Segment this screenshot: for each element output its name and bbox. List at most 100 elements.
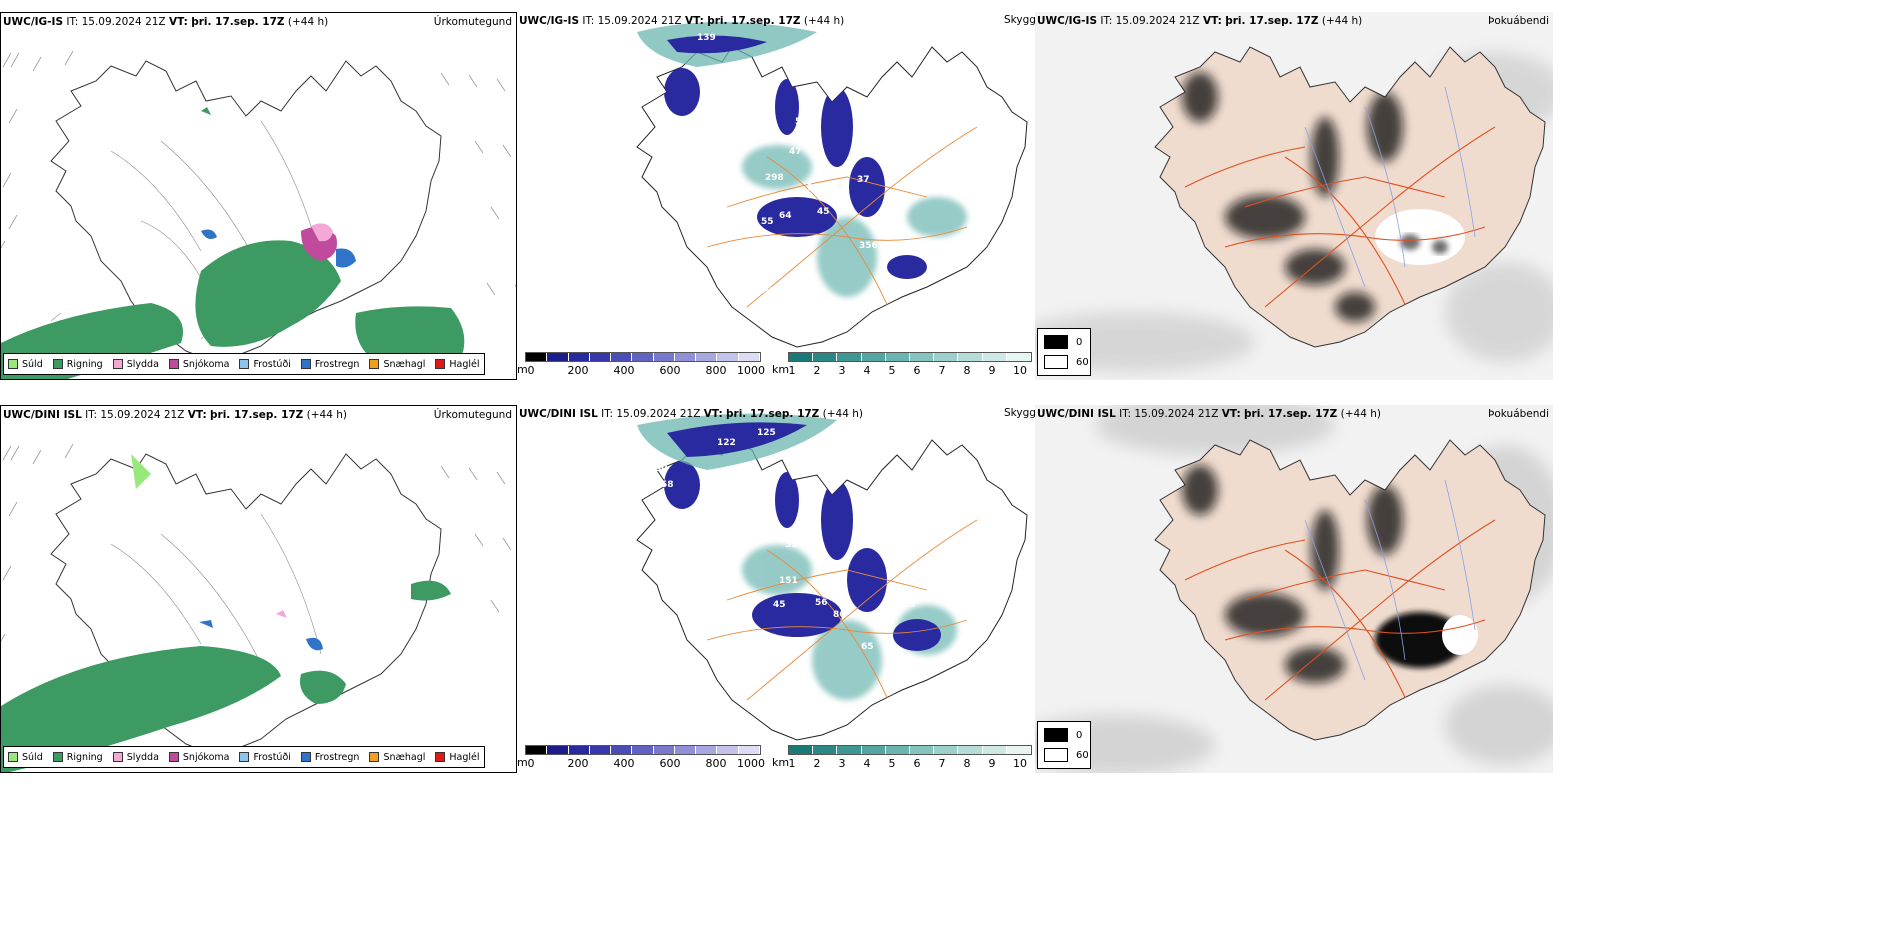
legend-item: Frostúði: [239, 359, 291, 370]
legend-item: Snjókoma: [168, 359, 229, 370]
height-unit: m: [517, 363, 528, 376]
precip-legend: Súld Rigning Slydda Snjókoma Frostúði Fr…: [3, 746, 485, 768]
visibility-scale: km 1 2 3 4 5 6 7 8 9 10: [772, 352, 1034, 377]
top-visibility-label: 54: [635, 63, 648, 73]
precip-areas: [195, 107, 356, 347]
legend-item: Frostregn: [300, 752, 359, 763]
visibility-scale: km 1 2 3 4 5 6 7 8 9 10: [772, 745, 1034, 770]
top-visibility-label: 54: [742, 207, 755, 217]
cloud-legend: 0 60: [1037, 328, 1091, 376]
vt-value: þri. 17.sep. 17Z: [726, 408, 820, 420]
fog-panel-bottom: UWC/DINI ISL IT: 15.09.2024 21Z VT: þri.…: [1035, 405, 1553, 773]
bottom-visibility-label: 302: [747, 674, 766, 684]
legend-item: Rigning: [52, 752, 103, 763]
bottom-visibility-label: 125: [757, 428, 776, 438]
bottom-visibility-label: 65: [861, 642, 874, 652]
legend-swatch: [168, 752, 179, 762]
model-name: UWC/IG-IS: [3, 16, 64, 28]
bottom-visibility-label: 45: [773, 600, 786, 610]
bottom-visibility-label: 122: [717, 438, 736, 448]
bottom-visibility-label: 69: [903, 600, 916, 610]
bottom-visibility-label: 58: [661, 480, 674, 490]
bottom-visibility-label: 50: [655, 464, 668, 474]
height-unit: m: [517, 756, 528, 769]
legend-swatch: [52, 359, 63, 369]
bottom-visibility-label: 56: [815, 598, 828, 608]
cloud-legend: 0 60: [1037, 721, 1091, 769]
precip-type-map-bottom: [1, 443, 512, 772]
bottom-visibility-label: 211: [657, 674, 676, 684]
top-visibility-label: 42: [775, 305, 788, 315]
lead-time: (+44 h): [1321, 15, 1363, 27]
legend-swatch: [1044, 335, 1068, 349]
legend-item: Haglél: [435, 752, 480, 763]
bottom-visibility-label: 60: [763, 518, 776, 528]
bottom-visibility-label: 49: [645, 456, 658, 466]
legend-item: Snæhagl: [369, 752, 425, 763]
legend-swatch: [1044, 748, 1068, 762]
lead-time: (+44 h): [822, 408, 863, 420]
top-visibility-label: 81: [812, 143, 825, 153]
visibility-panel-top: 115 139 75 54 52 47 54 81 111 85 298 64 55 54 44 44 45 37…: [517, 12, 1035, 380]
visibility-unit: km: [772, 756, 790, 769]
panel-header: UWC/DINI ISL IT: 15.09.2024 21Z VT: þri.…: [3, 409, 347, 421]
it-value: 15.09.2024 21Z: [616, 408, 701, 420]
top-visibility-label: 45: [817, 207, 830, 217]
panel-title: Úrkomutegund: [433, 16, 512, 28]
legend-item: Súld: [8, 752, 43, 763]
top-visibility-label: 55: [761, 217, 774, 227]
model-name: UWC/IG-IS: [1037, 15, 1098, 27]
bottom-visibility-label: 86: [833, 610, 846, 620]
top-visibility-label: 75: [607, 55, 620, 65]
visibility-panel-bottom: 125 122 33 49 50 58 86 60 55 151 196 45 45 38 86 56 86 65…: [517, 405, 1035, 773]
panel-header: UWC/IG-IS IT: 15.09.2024 21Z VT: þri. 17…: [3, 16, 328, 28]
visibility-ticks: 1 2 3 4 5 6 7 8 9 10: [788, 364, 1028, 377]
bottom-visibility-label: 86: [749, 636, 762, 646]
top-visibility-label: 52: [842, 77, 855, 87]
bottom-visibility-label: 272: [857, 470, 876, 480]
visibility-labels: 115 139 75 54 52 47 54 81 111 85 298 64 55 54 44 44 45 37…: [607, 15, 878, 315]
top-visibility-label: 85: [702, 177, 715, 187]
legend-swatch: [369, 359, 380, 369]
top-visibility-label: 111: [807, 183, 826, 193]
bottom-visibility-label: 38: [723, 616, 736, 626]
lead-time: (+44 h): [306, 409, 347, 421]
height-scale: m 0 200 400 600 800 1000: [517, 352, 767, 377]
it-value: 15.09.2024 21Z: [81, 16, 166, 28]
precip-type-panel-top: UWC/IG-IS IT: 15.09.2024 21Z VT: þri. 17…: [0, 12, 517, 380]
bottom-visibility-label: 110: [779, 680, 798, 690]
legend-swatch: [1044, 355, 1068, 369]
top-visibility-label: 44: [721, 225, 734, 235]
legend-swatch: [239, 752, 250, 762]
legend-swatch: [300, 752, 311, 762]
visibility-unit: km: [772, 363, 790, 376]
top-visibility-label: 37: [763, 287, 776, 297]
vt-label: VT:: [684, 15, 704, 27]
lead-time: (+44 h): [1340, 408, 1381, 420]
fog-map-bottom: [1035, 405, 1553, 773]
vt-label: VT:: [1202, 15, 1222, 27]
panel-header: UWC/DINI ISL IT: 15.09.2024 21Z VT: þri.…: [519, 408, 863, 420]
top-visibility-label: 47: [789, 147, 802, 157]
model-name: UWC/IG-IS: [519, 15, 580, 27]
model-name: UWC/DINI ISL: [519, 408, 598, 420]
it-label: IT:: [1119, 408, 1132, 420]
top-visibility-label: 44: [705, 225, 718, 235]
vt-value: þri. 17.sep. 17Z: [707, 15, 801, 27]
panel-title: Úrkomutegund: [433, 409, 512, 421]
visibility-ticks: 1 2 3 4 5 6 7 8 9 10: [788, 757, 1028, 770]
it-value: 15.09.2024 21Z: [1134, 408, 1219, 420]
precip-type-panel-bottom: UWC/DINI ISL IT: 15.09.2024 21Z VT: þri.…: [0, 405, 517, 773]
model-name: UWC/DINI ISL: [3, 409, 82, 421]
it-value: 15.09.2024 21Z: [597, 15, 682, 27]
legend-item: Slydda: [112, 359, 159, 370]
height-color-bar: [525, 745, 761, 755]
legend-item: Súld: [8, 359, 43, 370]
top-visibility-label: 37: [857, 175, 870, 185]
bottom-visibility-label: 151: [779, 576, 798, 586]
legend-item: Haglél: [435, 359, 480, 370]
it-value: 15.09.2024 21Z: [100, 409, 185, 421]
top-visibility-label: 139: [697, 33, 716, 43]
model-name: UWC/DINI ISL: [1037, 408, 1116, 420]
top-visibility-label: 356: [859, 241, 878, 251]
